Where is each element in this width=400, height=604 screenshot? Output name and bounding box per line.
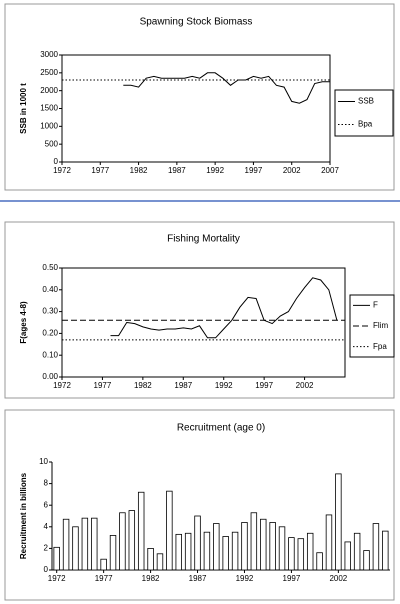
legend-label: F [373, 300, 378, 309]
x-tick-label: 1992 [215, 381, 233, 390]
bar [278, 526, 286, 571]
x-tick-label: 1997 [283, 574, 301, 583]
legend-label: Fpa [373, 342, 387, 351]
y-tick-label: 0.50 [42, 263, 58, 272]
bar [137, 491, 145, 571]
x-tick-label: 1997 [245, 166, 263, 175]
bar [128, 510, 136, 571]
y-tick-label: 1500 [40, 104, 58, 113]
bar [363, 550, 370, 571]
chart-title: Recruitment (age 0) [177, 423, 265, 434]
y-tick-label: 3000 [40, 50, 58, 59]
y-tick-label: 0.30 [42, 307, 58, 316]
bar [222, 536, 229, 571]
legend-label: SSB [358, 97, 374, 106]
bar [335, 473, 342, 571]
x-tick-label: 2002 [283, 166, 301, 175]
series-line [123, 72, 330, 104]
bar [344, 541, 351, 571]
bar [184, 532, 192, 571]
panel [4, 221, 395, 399]
y-tick-label: 2 [44, 544, 49, 553]
bar [91, 517, 98, 571]
x-tick-label: 1977 [94, 381, 112, 390]
bar [316, 552, 323, 571]
bar [72, 526, 79, 571]
x-tick-label: 1987 [189, 574, 207, 583]
y-tick-label: 0 [44, 565, 49, 574]
x-tick-label: 2007 [321, 166, 339, 175]
y-tick-label: 0.00 [42, 372, 58, 381]
panel [4, 409, 395, 601]
x-tick-label: 1997 [255, 381, 273, 390]
x-tick-label: 1977 [95, 574, 113, 583]
y-axis-title: F(ages 4-8) [19, 301, 28, 344]
series-line [110, 277, 338, 339]
bar [353, 532, 361, 571]
y-tick-label: 2500 [40, 68, 58, 77]
x-tick-label: 1987 [168, 166, 186, 175]
y-tick-label: 8 [44, 479, 49, 488]
y-tick-label: 6 [44, 500, 49, 509]
bar [213, 523, 220, 571]
y-tick-label: 2000 [40, 86, 58, 95]
y-tick-label: 0.20 [42, 329, 58, 338]
bar [62, 518, 70, 571]
y-tick-label: 0.40 [42, 285, 58, 294]
bar [119, 512, 126, 571]
bar [156, 553, 164, 571]
y-axis-title: Recruitment in billions [19, 472, 28, 559]
bar [297, 538, 305, 571]
x-tick-label: 1992 [206, 166, 224, 175]
y-tick-label: 0 [54, 157, 59, 166]
bar [203, 531, 211, 571]
x-tick-label: 1972 [53, 381, 71, 390]
x-tick-label: 1972 [53, 166, 71, 175]
y-tick-label: 0.10 [42, 350, 58, 359]
legend-label: Flim [373, 321, 388, 330]
y-tick-label: 10 [39, 457, 48, 466]
x-tick-label: 1987 [174, 381, 192, 390]
plot-frame [61, 54, 331, 163]
bar [306, 532, 314, 571]
legend-box [334, 89, 394, 137]
bar [100, 558, 107, 571]
bar [269, 522, 276, 571]
x-tick-label: 2002 [329, 574, 347, 583]
chart-title: Spawning Stock Biomass [140, 17, 253, 28]
y-tick-label: 500 [45, 139, 59, 148]
y-tick-label: 1000 [40, 121, 58, 130]
x-tick-label: 2002 [296, 381, 314, 390]
bar [166, 490, 173, 571]
bar [231, 531, 239, 571]
bar [372, 523, 380, 571]
bar [53, 546, 60, 571]
x-tick-label: 1982 [134, 381, 152, 390]
x-tick-label: 1992 [236, 574, 254, 583]
legend-label: Bpa [358, 120, 373, 129]
chart-title: Fishing Mortality [167, 234, 240, 245]
panel [4, 3, 395, 191]
bar [382, 530, 389, 571]
bar [81, 517, 89, 571]
x-tick-label: 1982 [142, 574, 160, 583]
bar [175, 533, 182, 571]
plot-frame [61, 267, 346, 378]
x-tick-label: 1977 [91, 166, 109, 175]
bar [241, 522, 248, 571]
y-tick-label: 4 [44, 522, 49, 531]
x-tick-label: 1972 [48, 574, 66, 583]
bar [288, 537, 295, 571]
bar [194, 515, 201, 571]
bar [109, 535, 117, 571]
bar [325, 514, 333, 571]
bar [250, 512, 258, 571]
x-tick-label: 1982 [130, 166, 148, 175]
bar [260, 518, 267, 571]
y-axis-title: SSB in 1000 t [19, 83, 28, 134]
bar [147, 548, 154, 571]
